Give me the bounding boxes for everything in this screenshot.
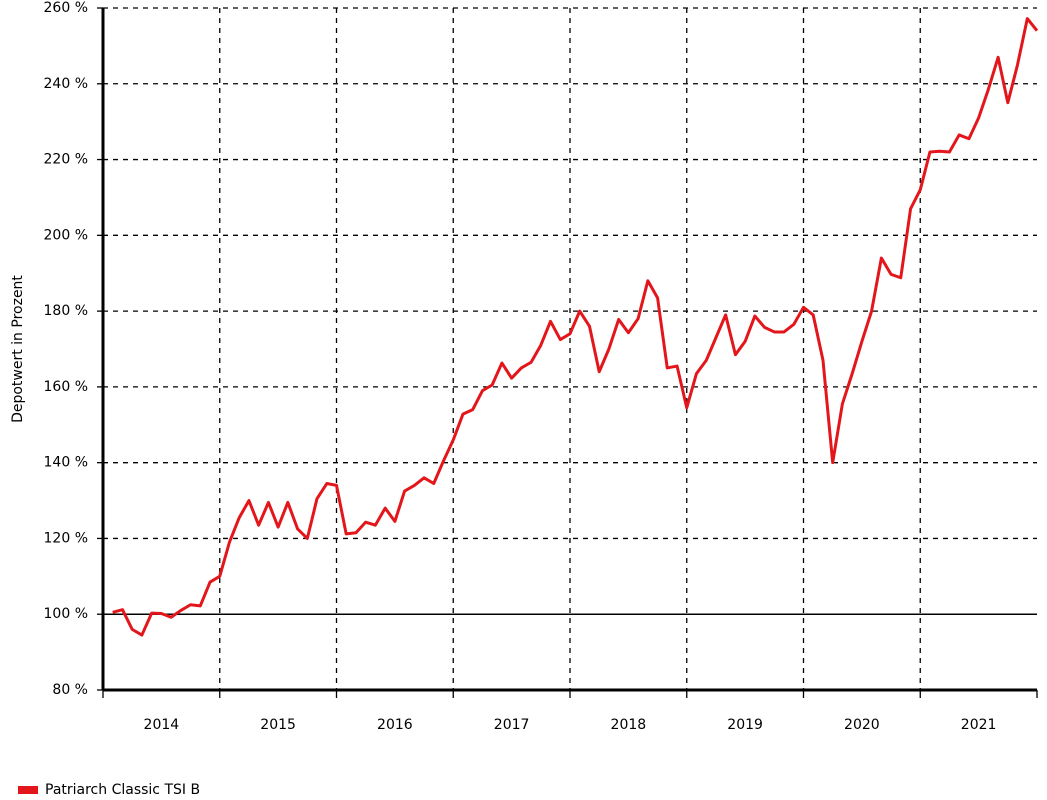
y-tick-label: 100 % xyxy=(44,606,88,622)
y-tick-label: 160 % xyxy=(44,379,88,395)
x-tick-label: 2020 xyxy=(844,717,880,733)
y-tick-label: 200 % xyxy=(44,227,88,243)
y-tick-label: 120 % xyxy=(44,530,88,546)
y-axis-label: Depotwert in Prozent xyxy=(10,275,26,423)
x-tick-label: 2018 xyxy=(611,717,647,733)
x-tick-label: 2021 xyxy=(961,717,997,733)
x-tick-label: 2019 xyxy=(727,717,763,733)
x-tick-label: 2015 xyxy=(260,717,296,733)
y-tick-label: 80 % xyxy=(52,682,88,698)
y-tick-label: 140 % xyxy=(44,455,88,471)
legend-label: Patriarch Classic TSI B xyxy=(45,782,200,798)
data-line xyxy=(112,17,1039,637)
y-tick-label: 240 % xyxy=(44,76,88,92)
x-tick-label: 2016 xyxy=(377,717,413,733)
x-tick-label: 2017 xyxy=(494,717,530,733)
y-tick-label: 220 % xyxy=(44,152,88,168)
y-tick-label: 180 % xyxy=(44,303,88,319)
x-tick-label: 2014 xyxy=(144,717,180,733)
y-tick-label: 260 % xyxy=(44,0,88,16)
legend-swatch xyxy=(18,786,38,794)
